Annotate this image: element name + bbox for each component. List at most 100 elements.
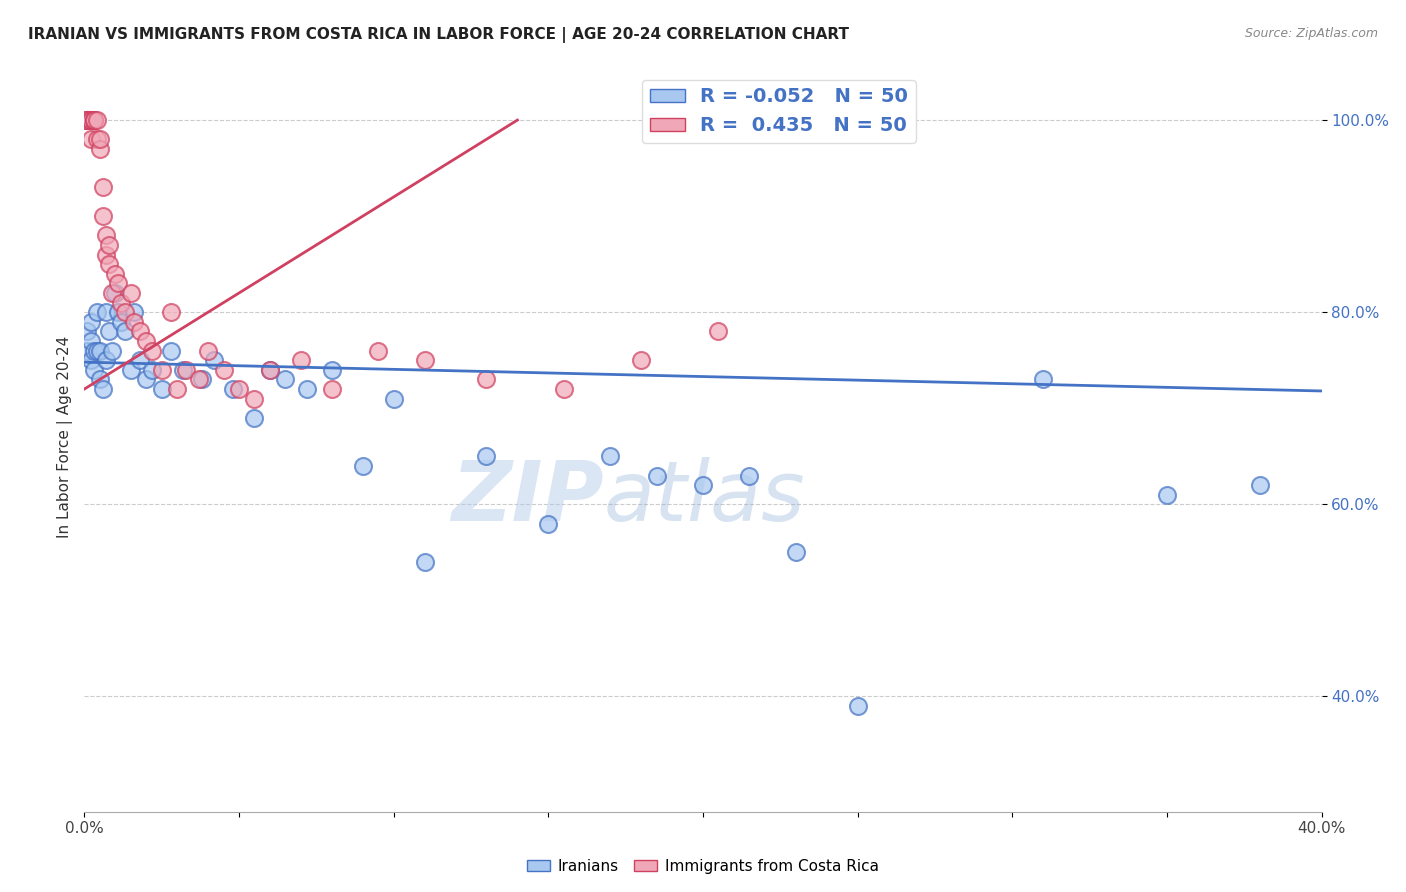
- Point: [114, 325, 136, 339]
- Point: [160, 343, 183, 358]
- Point: [645, 468, 668, 483]
- Point: [150, 382, 173, 396]
- Point: [86, 132, 108, 146]
- Point: [86, 343, 108, 358]
- Point: [135, 372, 157, 386]
- Point: [76, 343, 98, 358]
- Point: [259, 363, 281, 377]
- Point: [160, 305, 183, 319]
- Point: [101, 285, 124, 300]
- Text: atlas: atlas: [605, 457, 806, 538]
- Point: [738, 468, 761, 483]
- Point: [94, 353, 117, 368]
- Point: [94, 228, 117, 243]
- Point: [89, 343, 111, 358]
- Point: [79, 334, 101, 348]
- Point: [630, 353, 652, 368]
- Point: [599, 450, 621, 464]
- Point: [243, 392, 266, 406]
- Point: [166, 382, 188, 396]
- Point: [110, 295, 132, 310]
- Point: [120, 285, 142, 300]
- Point: [222, 382, 245, 396]
- Point: [79, 113, 101, 128]
- Point: [295, 382, 318, 396]
- Point: [290, 353, 312, 368]
- Point: [243, 410, 266, 425]
- Point: [104, 267, 127, 281]
- Point: [141, 343, 163, 358]
- Point: [228, 382, 250, 396]
- Point: [89, 142, 111, 156]
- Point: [176, 363, 198, 377]
- Point: [83, 363, 105, 377]
- Point: [83, 113, 105, 128]
- Point: [321, 382, 343, 396]
- Point: [107, 305, 129, 319]
- Point: [89, 132, 111, 146]
- Point: [107, 277, 129, 291]
- Point: [110, 315, 132, 329]
- Point: [785, 545, 807, 559]
- Point: [101, 343, 124, 358]
- Point: [212, 363, 235, 377]
- Point: [94, 305, 117, 319]
- Point: [321, 363, 343, 377]
- Point: [197, 343, 219, 358]
- Point: [98, 238, 121, 252]
- Text: IRANIAN VS IMMIGRANTS FROM COSTA RICA IN LABOR FORCE | AGE 20-24 CORRELATION CHA: IRANIAN VS IMMIGRANTS FROM COSTA RICA IN…: [28, 27, 849, 43]
- Point: [1249, 478, 1271, 492]
- Point: [76, 113, 98, 128]
- Text: ZIP: ZIP: [451, 457, 605, 538]
- Legend: R = -0.052   N = 50, R =  0.435   N = 50: R = -0.052 N = 50, R = 0.435 N = 50: [643, 79, 915, 143]
- Point: [259, 363, 281, 377]
- Point: [475, 372, 498, 386]
- Point: [114, 305, 136, 319]
- Point: [79, 113, 101, 128]
- Point: [83, 113, 105, 128]
- Point: [141, 363, 163, 377]
- Point: [135, 334, 157, 348]
- Point: [79, 113, 101, 128]
- Point: [1156, 488, 1178, 502]
- Point: [274, 372, 297, 386]
- Point: [413, 555, 436, 569]
- Point: [692, 478, 714, 492]
- Point: [86, 113, 108, 128]
- Point: [98, 325, 121, 339]
- Point: [91, 209, 114, 223]
- Point: [172, 363, 194, 377]
- Point: [91, 180, 114, 194]
- Point: [76, 113, 98, 128]
- Point: [187, 372, 209, 386]
- Point: [191, 372, 214, 386]
- Point: [129, 353, 152, 368]
- Text: Source: ZipAtlas.com: Source: ZipAtlas.com: [1244, 27, 1378, 40]
- Point: [1032, 372, 1054, 386]
- Point: [76, 113, 98, 128]
- Point: [367, 343, 389, 358]
- Point: [89, 372, 111, 386]
- Point: [76, 113, 98, 128]
- Point: [76, 325, 98, 339]
- Point: [352, 458, 374, 473]
- Point: [382, 392, 405, 406]
- Point: [86, 305, 108, 319]
- Point: [120, 363, 142, 377]
- Point: [537, 516, 560, 531]
- Point: [150, 363, 173, 377]
- Point: [98, 257, 121, 271]
- Point: [413, 353, 436, 368]
- Point: [83, 343, 105, 358]
- Point: [79, 132, 101, 146]
- Point: [79, 315, 101, 329]
- Legend: Iranians, Immigrants from Costa Rica: Iranians, Immigrants from Costa Rica: [522, 853, 884, 880]
- Point: [122, 305, 145, 319]
- Point: [122, 315, 145, 329]
- Point: [94, 247, 117, 261]
- Point: [79, 353, 101, 368]
- Point: [104, 285, 127, 300]
- Y-axis label: In Labor Force | Age 20-24: In Labor Force | Age 20-24: [58, 336, 73, 538]
- Point: [129, 325, 152, 339]
- Point: [707, 325, 730, 339]
